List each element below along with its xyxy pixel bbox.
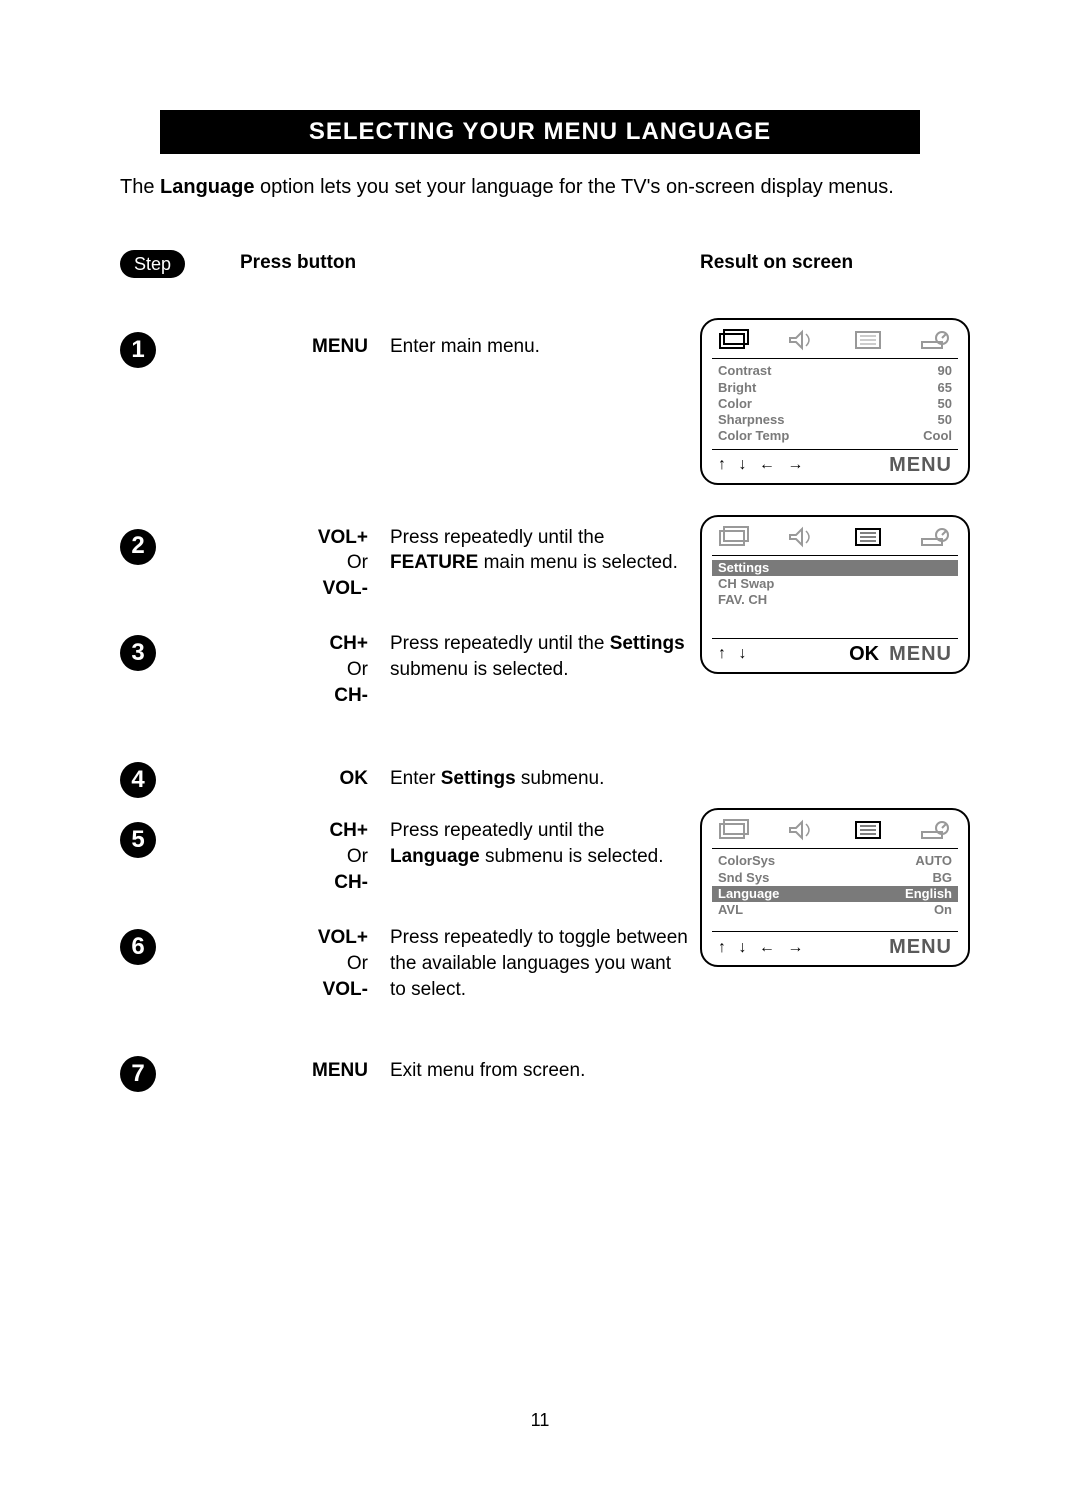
osd2-menu-label: MENU [889,643,952,666]
header-gap [390,240,690,278]
step3-action: Press repeatedly until the Settings subm… [390,601,690,708]
step5-action: Press repeatedly until the Language subm… [390,798,690,895]
step1-button: MENU [240,278,380,484]
osd-picture-menu: Contrast90 Bright65 Color50 Sharpness50 … [700,278,980,484]
osd3-menu-label: MENU [889,936,952,959]
picture-icon [718,525,754,549]
step1-action: Enter main menu. [390,278,690,484]
osd1-arrows: ↑ ↓ ← → [718,456,807,474]
step4-action: Enter Settings submenu. [390,708,690,798]
intro-text: The Language option lets you set your la… [120,174,960,200]
step-badge-7: 7 [120,1056,156,1092]
osd2-arrows: ↑ ↓ [718,645,750,663]
feature-icon [850,818,886,842]
step7-action: Exit menu from screen. [390,1002,690,1092]
step3-button: CH+OrCH- [240,601,380,708]
osd-feature-menu: Settings CH Swap FAV. CH ↑ ↓ OK MENU [700,485,980,709]
header-result: Result on screen [700,240,980,278]
osd2-ok-label: OK [849,643,879,666]
step2-action: Press repeatedly until the FEATURE main … [390,485,690,602]
step-badge-4: 4 [120,762,156,798]
step-badge-5: 5 [120,822,156,858]
header-press: Press button [240,240,380,278]
step7-button: MENU [240,1002,380,1092]
step5-button: CH+OrCH- [240,798,380,895]
osd3-arrows: ↑ ↓ ← → [718,939,807,957]
instruction-grid: Step Press button Result on screen 1 MEN… [120,240,960,1092]
page-number: 11 [0,1410,1080,1431]
osd2-items: Settings CH Swap FAV. CH [712,558,958,636]
step-badge-2: 2 [120,529,156,565]
picture-icon [718,818,754,842]
sound-icon [784,525,820,549]
install-icon [916,818,952,842]
sound-icon [784,328,820,352]
feature-icon [850,525,886,549]
feature-icon [850,328,886,352]
osd1-items: Contrast90 Bright65 Color50 Sharpness50 … [712,361,958,446]
install-icon [916,328,952,352]
step6-action: Press repeatedly to toggle between the a… [390,895,690,1002]
osd3-items: ColorSysAUTO Snd SysBG LanguageEnglish A… [712,851,958,929]
step-badge-1: 1 [120,332,156,368]
step-badge-6: 6 [120,929,156,965]
step6-button: VOL+OrVOL- [240,895,380,1002]
install-icon [916,525,952,549]
osd-settings-menu: ColorSysAUTO Snd SysBG LanguageEnglish A… [700,798,980,1002]
step4-button: OK [240,708,380,798]
header-step: Step [120,240,230,278]
step2-button: VOL+OrVOL- [240,485,380,602]
page-title: SELECTING YOUR MENU LANGUAGE [160,110,920,154]
step-badge-3: 3 [120,635,156,671]
sound-icon [784,818,820,842]
osd1-menu-label: MENU [889,454,952,477]
picture-icon [718,328,754,352]
